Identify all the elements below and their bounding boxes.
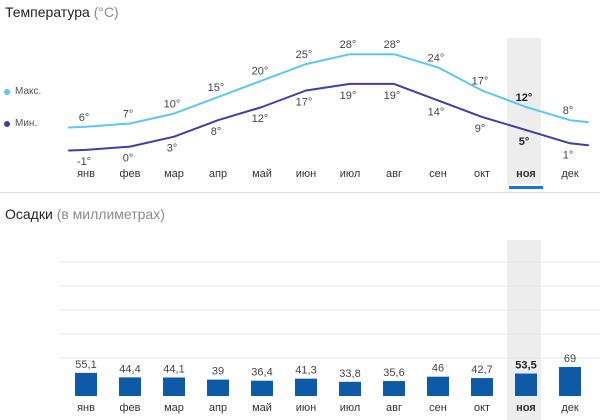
- section-divider: [0, 192, 600, 193]
- month-label-temperature[interactable]: сен: [429, 168, 447, 180]
- precip-value-label: 69: [564, 353, 576, 365]
- month-label-temperature[interactable]: авг: [386, 168, 402, 180]
- temperature-title-text: Температура: [5, 4, 90, 20]
- precip-value-label: 44,4: [119, 363, 140, 375]
- precip-value-label: 39: [212, 366, 224, 378]
- temp-max-label: 17°: [472, 76, 489, 88]
- month-label-precipitation[interactable]: фев: [119, 402, 140, 414]
- temp-max-label: 25°: [296, 49, 313, 61]
- precip-bar: [471, 378, 493, 396]
- temp-min-label: 0°: [123, 153, 134, 165]
- month-label-temperature[interactable]: фев: [119, 168, 140, 180]
- temp-max-label: 10°: [164, 99, 181, 111]
- precip-bar: [119, 377, 141, 396]
- precipitation-title-text: Осадки: [5, 206, 53, 222]
- temp-min-label: 5°: [519, 136, 530, 148]
- precip-value-label: 53,5: [515, 360, 536, 372]
- temp-max-label: 24°: [428, 52, 445, 64]
- precip-bar: [515, 373, 537, 396]
- legend-min: Мин.: [4, 118, 37, 129]
- precip-bar: [559, 367, 581, 396]
- precip-bar: [75, 372, 97, 396]
- temp-min-label: 19°: [340, 90, 357, 102]
- legend-max: Макс.: [4, 86, 41, 97]
- series-line-max: [68, 53, 589, 129]
- month-label-precipitation[interactable]: май: [252, 402, 272, 414]
- month-label-temperature[interactable]: июн: [296, 168, 316, 180]
- month-label-temperature[interactable]: май: [252, 168, 272, 180]
- precip-bar: [251, 380, 273, 396]
- month-label-temperature[interactable]: янв: [77, 168, 95, 180]
- legend-max-label: Макс.: [15, 86, 42, 97]
- selected-month-indicator: [509, 186, 543, 189]
- series-line-min: [68, 82, 589, 152]
- month-label-precipitation[interactable]: дек: [561, 402, 579, 414]
- precip-bar: [207, 379, 229, 396]
- precip-bar: [163, 377, 185, 396]
- month-label-precipitation[interactable]: окт: [474, 402, 490, 414]
- legend-min-swatch: [4, 120, 10, 127]
- temp-min-label: -1°: [77, 156, 91, 168]
- temp-max-label: 7°: [123, 109, 134, 121]
- month-label-precipitation[interactable]: сен: [429, 402, 447, 414]
- temp-min-label: 17°: [296, 97, 313, 109]
- month-label-precipitation[interactable]: авг: [386, 402, 402, 414]
- precip-value-label: 55,1: [75, 359, 96, 371]
- precip-bar: [383, 381, 405, 396]
- month-label-temperature[interactable]: ноя: [516, 168, 536, 180]
- temp-max-label: 12°: [516, 92, 533, 104]
- temperature-chart: 6° 7° 10° 15° 20° 25° 28° 28° 24° 17° 12° 8° -1° 0° 3°…: [68, 39, 589, 189]
- legend-max-swatch: [4, 88, 10, 95]
- month-label-precipitation[interactable]: апр: [209, 402, 227, 414]
- precip-value-label: 42,7: [471, 364, 492, 376]
- temperature-title: Температура (°C): [5, 4, 119, 20]
- month-label-precipitation[interactable]: июл: [340, 402, 361, 414]
- temp-min-label: 19°: [384, 90, 401, 102]
- temp-max-label: 20°: [252, 66, 269, 78]
- precip-value-label: 41,3: [295, 365, 316, 377]
- temp-max-label: 8°: [563, 105, 574, 117]
- precip-bar: [339, 381, 361, 396]
- month-label-precipitation[interactable]: ноя: [516, 402, 536, 414]
- temp-min-label: 14°: [428, 106, 445, 118]
- temp-max-label: 6°: [79, 112, 90, 124]
- temp-min-label: 12°: [252, 113, 269, 125]
- month-label-precipitation[interactable]: янв: [77, 402, 95, 414]
- month-label-temperature[interactable]: мар: [164, 168, 184, 180]
- precip-value-label: 44,1: [163, 363, 184, 375]
- temp-min-label: 3°: [167, 143, 178, 155]
- temp-max-label: 28°: [384, 39, 401, 51]
- precipitation-unit: (в миллиметрах): [56, 206, 165, 222]
- precip-value-label: 36,4: [251, 367, 272, 379]
- temperature-unit: (°C): [93, 4, 119, 20]
- temp-min-label: 9°: [475, 123, 486, 135]
- precip-value-label: 33,8: [339, 368, 360, 380]
- temp-min-label: 1°: [563, 149, 574, 161]
- month-label-precipitation[interactable]: мар: [164, 402, 184, 414]
- month-label-temperature[interactable]: окт: [474, 168, 490, 180]
- month-label-temperature[interactable]: апр: [209, 168, 227, 180]
- precip-bar: [295, 378, 317, 396]
- precip-value-label: 46: [432, 363, 444, 375]
- precip-value-label: 35,6: [383, 367, 404, 379]
- selected-month-highlight-temperature: [507, 38, 541, 184]
- month-label-temperature[interactable]: дек: [561, 168, 579, 180]
- legend-min-label: Мин.: [15, 118, 38, 129]
- precipitation-title: Осадки (в миллиметрах): [5, 206, 165, 222]
- precip-bar: [427, 376, 449, 396]
- temp-max-label: 28°: [340, 39, 357, 51]
- month-label-temperature[interactable]: июл: [340, 168, 361, 180]
- temp-min-label: 8°: [211, 126, 222, 138]
- month-label-precipitation[interactable]: июн: [296, 402, 316, 414]
- temp-max-label: 15°: [208, 82, 225, 94]
